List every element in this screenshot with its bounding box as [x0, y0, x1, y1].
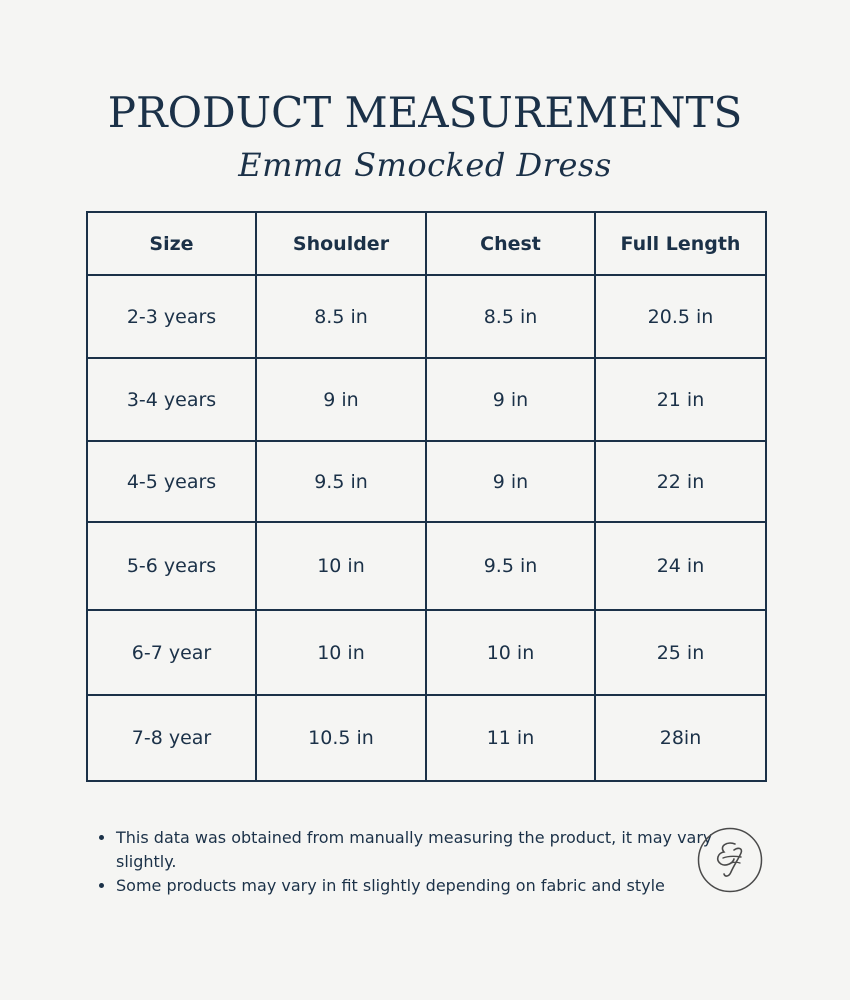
full-length-cell: 20.5 in — [594, 274, 767, 359]
chest-cell: 8.5 in — [425, 274, 596, 359]
size-cell: 4-5 years — [86, 440, 257, 523]
measurement-notes: This data was obtained from manually mea… — [96, 826, 716, 898]
table-row: 7-8 year 10.5 in 11 in 28in — [86, 694, 767, 782]
size-cell: 2-3 years — [86, 274, 257, 359]
full-length-cell: 25 in — [594, 609, 767, 696]
chest-cell: 9.5 in — [425, 521, 596, 611]
chest-cell: 9 in — [425, 357, 596, 442]
table-header-row: Size Shoulder Chest Full Length — [86, 211, 767, 276]
size-cell: 7-8 year — [86, 694, 257, 782]
size-cell: 5-6 years — [86, 521, 257, 611]
measurements-table: Size Shoulder Chest Full Length 2-3 year… — [86, 211, 767, 782]
chest-cell: 9 in — [425, 440, 596, 523]
note-item: Some products may vary in fit slightly d… — [116, 874, 716, 898]
size-cell: 6-7 year — [86, 609, 257, 696]
shoulder-cell: 8.5 in — [255, 274, 427, 359]
brand-monogram-icon — [697, 827, 763, 893]
page-title: PRODUCT MEASUREMENTS — [107, 88, 743, 137]
shoulder-cell: 9 in — [255, 357, 427, 442]
chest-cell: 10 in — [425, 609, 596, 696]
chest-cell: 11 in — [425, 694, 596, 782]
note-item: This data was obtained from manually mea… — [116, 826, 716, 874]
table-row: 2-3 years 8.5 in 8.5 in 20.5 in — [86, 274, 767, 359]
table-row: 5-6 years 10 in 9.5 in 24 in — [86, 521, 767, 611]
table-row: 6-7 year 10 in 10 in 25 in — [86, 609, 767, 696]
shoulder-cell: 10 in — [255, 609, 427, 696]
full-length-cell: 28in — [594, 694, 767, 782]
column-header-size: Size — [86, 211, 257, 276]
column-header-shoulder: Shoulder — [255, 211, 427, 276]
full-length-cell: 21 in — [594, 357, 767, 442]
table-row: 4-5 years 9.5 in 9 in 22 in — [86, 440, 767, 523]
column-header-full-length: Full Length — [594, 211, 767, 276]
product-name: Emma Smocked Dress — [238, 146, 612, 184]
shoulder-cell: 10 in — [255, 521, 427, 611]
column-header-chest: Chest — [425, 211, 596, 276]
shoulder-cell: 10.5 in — [255, 694, 427, 782]
size-cell: 3-4 years — [86, 357, 257, 442]
shoulder-cell: 9.5 in — [255, 440, 427, 523]
full-length-cell: 22 in — [594, 440, 767, 523]
full-length-cell: 24 in — [594, 521, 767, 611]
table-row: 3-4 years 9 in 9 in 21 in — [86, 357, 767, 442]
